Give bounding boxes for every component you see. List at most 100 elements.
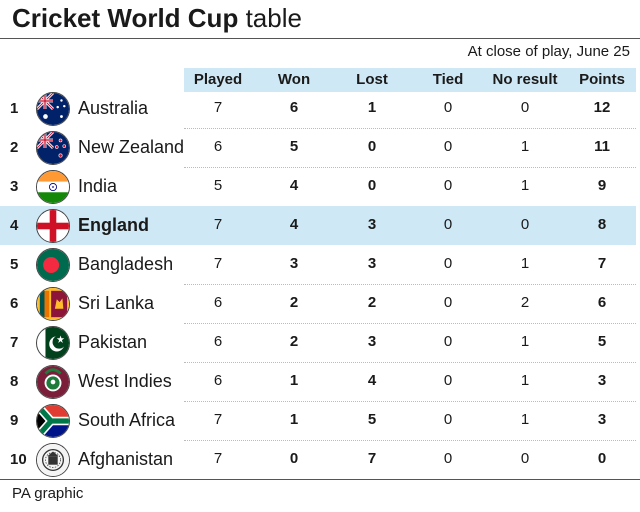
cell-won: 1 — [289, 372, 299, 389]
india-flag-icon — [36, 170, 70, 204]
table-row: 5 Bangladesh 7 3 3 0 1 7 — [0, 245, 640, 284]
cell-lost: 0 — [367, 177, 377, 194]
cell-played: 7 — [213, 255, 223, 272]
australia-flag-icon — [36, 92, 70, 126]
cell-tied: 0 — [443, 216, 453, 233]
header-background — [184, 68, 636, 92]
cell-played: 7 — [213, 411, 223, 428]
cell-lost: 2 — [367, 294, 377, 311]
cell-points: 0 — [597, 450, 607, 467]
cell-tied: 0 — [443, 450, 453, 467]
row-rank: 5 — [10, 256, 19, 273]
table-row: 2 New Zealand 6 5 0 0 1 11 — [0, 128, 640, 167]
row-rank: 4 — [10, 217, 19, 234]
cell-won: 4 — [289, 216, 299, 233]
footer-credit: PA graphic — [12, 485, 84, 502]
cell-no-result: 0 — [520, 99, 530, 116]
table-row: 3 India 5 4 0 0 1 9 — [0, 167, 640, 206]
cell-won: 6 — [289, 99, 299, 116]
row-separator — [184, 128, 636, 129]
row-separator — [184, 401, 636, 402]
cell-tied: 0 — [443, 177, 453, 194]
team-name: India — [78, 176, 118, 196]
cell-points: 8 — [597, 216, 607, 233]
cell-lost: 3 — [367, 333, 377, 350]
cell-no-result: 1 — [520, 177, 530, 194]
cell-won: 2 — [289, 294, 299, 311]
cell-won: 3 — [289, 255, 299, 272]
team-name: West Indies — [78, 371, 172, 391]
cell-played: 6 — [213, 333, 223, 350]
table-row: 4 England 7 4 3 0 0 8 — [0, 206, 640, 245]
table-row: 9 South Africa 7 1 5 0 1 3 — [0, 401, 640, 440]
cell-played: 6 — [213, 138, 223, 155]
england-flag-icon — [36, 209, 70, 243]
bottom-rule — [0, 479, 640, 480]
cell-no-result: 1 — [520, 138, 530, 155]
team-name: Afghanistan — [78, 449, 174, 469]
cell-won: 4 — [289, 177, 299, 194]
cell-points: 3 — [597, 411, 607, 428]
cell-played: 7 — [213, 450, 223, 467]
row-highlight — [0, 206, 636, 245]
new-zealand-flag-icon — [36, 131, 70, 165]
cell-won: 1 — [289, 411, 299, 428]
header-no-result: No result — [492, 71, 558, 88]
cell-points: 3 — [597, 372, 607, 389]
cell-tied: 0 — [443, 255, 453, 272]
row-rank: 2 — [10, 139, 19, 156]
row-rank: 9 — [10, 412, 19, 429]
cell-points: 5 — [597, 333, 607, 350]
pakistan-flag-icon — [36, 326, 70, 360]
table-row: 8 West Indies 6 1 4 0 1 3 — [0, 362, 640, 401]
west-indies-flag-icon — [36, 365, 70, 399]
row-rank: 8 — [10, 373, 19, 390]
sri-lanka-flag-icon — [36, 287, 70, 321]
cell-tied: 0 — [443, 333, 453, 350]
cell-won: 2 — [289, 333, 299, 350]
cell-won: 0 — [289, 450, 299, 467]
cell-played: 6 — [213, 294, 223, 311]
page-title: Cricket World Cup table — [12, 2, 302, 34]
header-tied: Tied — [432, 71, 464, 88]
row-rank: 7 — [10, 334, 19, 351]
cell-no-result: 1 — [520, 255, 530, 272]
cell-played: 7 — [213, 99, 223, 116]
row-rank: 3 — [10, 178, 19, 195]
cell-points: 7 — [597, 255, 607, 272]
team-name: Pakistan — [78, 332, 148, 352]
cell-points: 9 — [597, 177, 607, 194]
row-rank: 6 — [10, 295, 19, 312]
table-row: 10 Afghanistan 7 0 7 0 0 0 — [0, 440, 640, 479]
row-separator — [184, 362, 636, 363]
cell-points: 12 — [593, 99, 611, 116]
cell-lost: 1 — [367, 99, 377, 116]
cell-lost: 4 — [367, 372, 377, 389]
cell-played: 5 — [213, 177, 223, 194]
cell-lost: 3 — [367, 255, 377, 272]
header-points: Points — [579, 71, 625, 88]
cell-no-result: 1 — [520, 372, 530, 389]
cell-no-result: 2 — [520, 294, 530, 311]
team-name: Australia — [78, 98, 149, 118]
cell-no-result: 0 — [520, 216, 530, 233]
cell-tied: 0 — [443, 411, 453, 428]
cell-won: 5 — [289, 138, 299, 155]
afghanistan-flag-icon — [36, 443, 70, 477]
team-name: Bangladesh — [78, 254, 174, 274]
cell-played: 6 — [213, 372, 223, 389]
cell-tied: 0 — [443, 294, 453, 311]
row-separator — [184, 440, 636, 441]
cell-tied: 0 — [443, 138, 453, 155]
team-name: England — [78, 215, 149, 235]
header-won: Won — [277, 71, 311, 88]
header-played: Played — [193, 71, 243, 88]
row-rank: 1 — [10, 100, 19, 117]
south-africa-flag-icon — [36, 404, 70, 438]
cell-lost: 5 — [367, 411, 377, 428]
table-row: 1 Australia 7 6 1 0 0 12 — [0, 89, 640, 128]
row-separator — [184, 284, 636, 285]
cell-points: 11 — [594, 138, 610, 155]
cell-no-result: 1 — [520, 333, 530, 350]
row-rank: 10 — [10, 451, 27, 468]
